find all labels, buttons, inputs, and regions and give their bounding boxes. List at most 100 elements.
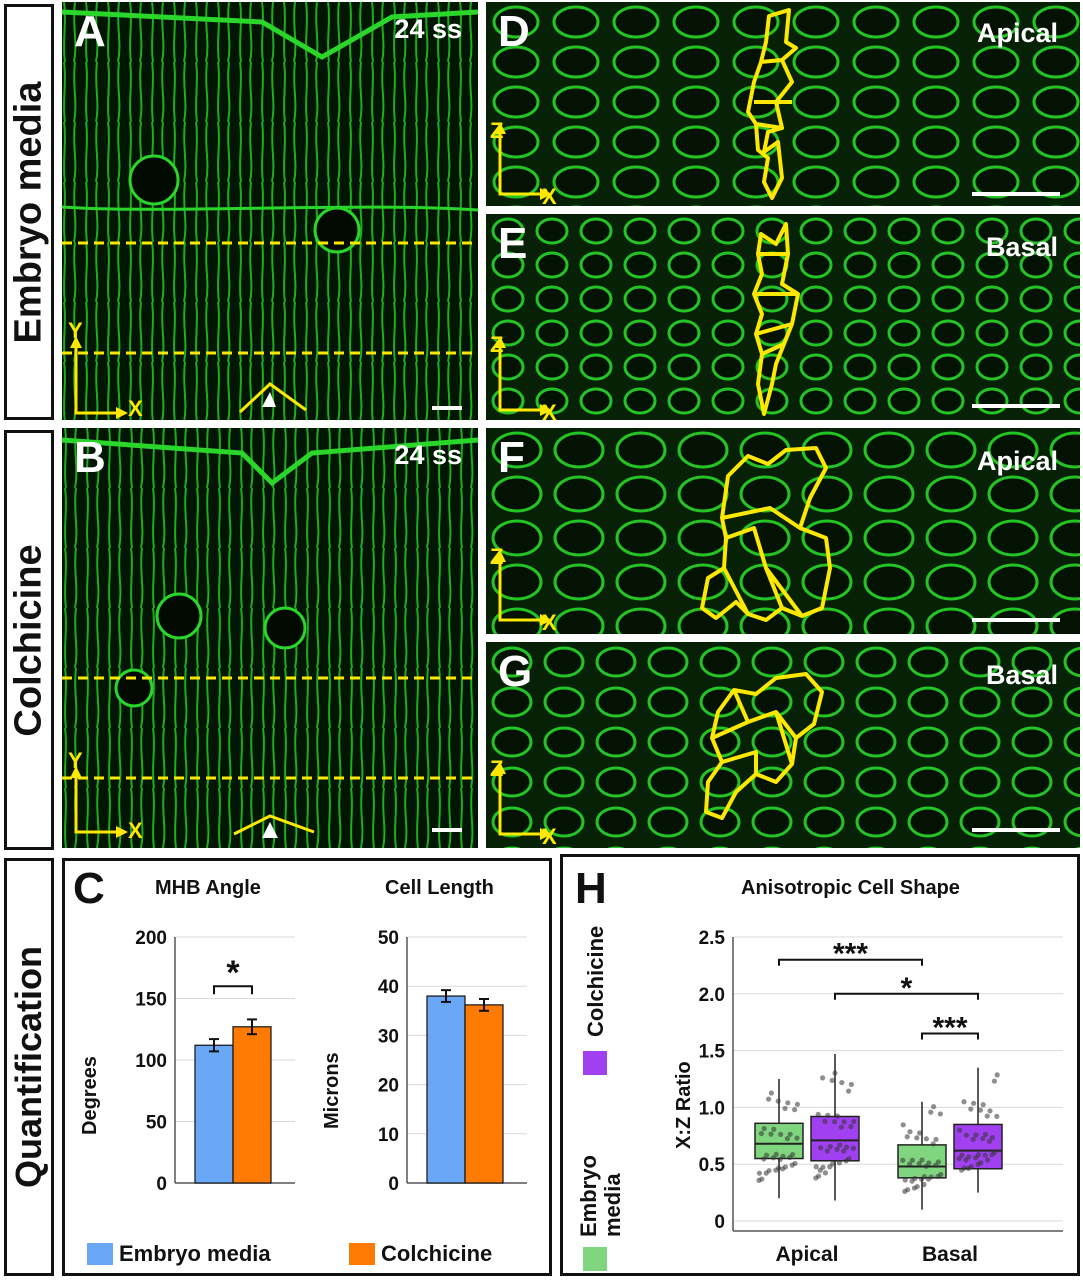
data-point bbox=[768, 1131, 774, 1137]
data-point bbox=[904, 1134, 910, 1140]
y-tick-label: 10 bbox=[378, 1125, 399, 1146]
data-point bbox=[848, 1081, 854, 1088]
data-point bbox=[900, 1122, 906, 1128]
significance-stars: *** bbox=[833, 938, 868, 971]
data-point bbox=[980, 1102, 986, 1108]
row-label-colchicine: Colchicine bbox=[7, 543, 50, 737]
data-point bbox=[846, 1156, 852, 1162]
y-tick-label: 0 bbox=[388, 1174, 399, 1195]
h-legend-colchicine-label: Colchicine bbox=[583, 925, 608, 1037]
data-point bbox=[916, 1161, 922, 1167]
data-point bbox=[987, 1138, 993, 1144]
data-point bbox=[766, 1096, 772, 1102]
data-point bbox=[975, 1152, 981, 1158]
y-tick-label: 150 bbox=[135, 990, 167, 1011]
data-point bbox=[963, 1132, 969, 1138]
data-point bbox=[820, 1164, 826, 1170]
x-category-label: Apical bbox=[775, 1243, 838, 1266]
data-point bbox=[987, 1108, 993, 1114]
significance-bracket bbox=[921, 1032, 979, 1040]
significance-stars: *** bbox=[932, 1012, 967, 1045]
data-point bbox=[771, 1126, 777, 1132]
data-point bbox=[782, 1105, 788, 1112]
data-point bbox=[983, 1131, 989, 1138]
panel-a-scale-bar bbox=[432, 406, 462, 410]
data-point bbox=[984, 1113, 990, 1119]
data-point bbox=[794, 1101, 800, 1107]
bar-colchicine bbox=[464, 1004, 504, 1184]
row-label-embryo-media: Embryo media bbox=[7, 81, 50, 343]
h-legend-embryo-label: Embryo media bbox=[576, 1155, 625, 1237]
data-point bbox=[824, 1148, 830, 1154]
data-point bbox=[909, 1157, 915, 1163]
panel-c-letter: C bbox=[73, 864, 105, 913]
panel-b-scale-bar bbox=[432, 828, 462, 832]
panel-f-axis-x: X bbox=[542, 610, 557, 634]
panel-d-label: Apical bbox=[976, 18, 1058, 48]
panel-e-scale-bar bbox=[972, 404, 1060, 408]
data-point bbox=[756, 1170, 762, 1176]
significance-bracket bbox=[778, 958, 923, 966]
data-point bbox=[982, 1152, 988, 1158]
panel-e-micrograph: E Basal Z X bbox=[486, 214, 1080, 420]
data-point bbox=[825, 1112, 831, 1118]
legend-label-colchicine: Colchicine bbox=[381, 1241, 493, 1266]
y-tick-label: 50 bbox=[378, 928, 399, 949]
panel-g-letter: G bbox=[498, 647, 533, 696]
y-tick-label: 50 bbox=[146, 1113, 167, 1134]
data-point bbox=[766, 1168, 772, 1174]
y-tick-label: 2.0 bbox=[699, 985, 725, 1006]
panel-a-axis-x: X bbox=[128, 396, 143, 420]
panel-e-axis-z: Z bbox=[490, 332, 504, 357]
data-point bbox=[776, 1165, 782, 1171]
panel-g-axis-x: X bbox=[542, 824, 557, 848]
data-point bbox=[841, 1119, 847, 1125]
data-point bbox=[784, 1136, 790, 1142]
y-tick-label: 1.0 bbox=[699, 1098, 725, 1119]
data-point bbox=[846, 1088, 852, 1094]
data-point bbox=[832, 1070, 838, 1076]
data-point bbox=[822, 1118, 828, 1124]
data-point bbox=[851, 1118, 857, 1125]
data-point bbox=[931, 1104, 937, 1110]
data-point bbox=[992, 1149, 998, 1155]
data-point bbox=[836, 1160, 842, 1166]
legend-swatch-colchicine bbox=[349, 1243, 375, 1265]
data-point bbox=[902, 1177, 908, 1183]
data-point bbox=[914, 1183, 920, 1190]
panel-c-charts: 0 50 100 150 200 * 0 10 20 30 40 50 bbox=[135, 928, 527, 1195]
panel-e-image bbox=[486, 214, 1080, 420]
data-point bbox=[773, 1151, 779, 1157]
panel-a-micrograph: A 24 ss Y X bbox=[62, 2, 478, 420]
panel-c-box: C MHB Angle Cell Length Degrees Microns … bbox=[62, 858, 552, 1276]
data-point bbox=[907, 1161, 913, 1167]
y-tick-label: 0.5 bbox=[699, 1155, 726, 1176]
significance-bracket bbox=[213, 985, 253, 995]
y-tick-label: 200 bbox=[135, 928, 167, 949]
data-point bbox=[759, 1176, 765, 1182]
data-point bbox=[830, 1161, 836, 1167]
y-tick-label: 20 bbox=[378, 1076, 399, 1097]
panel-d-axis-z: Z bbox=[490, 118, 504, 143]
data-point bbox=[780, 1153, 786, 1159]
data-point bbox=[971, 1100, 977, 1106]
data-point bbox=[778, 1131, 784, 1137]
data-point bbox=[900, 1157, 906, 1163]
panel-g-micrograph: G Basal Z X bbox=[486, 642, 1080, 848]
data-point bbox=[792, 1160, 798, 1167]
data-point bbox=[926, 1160, 932, 1166]
data-point bbox=[956, 1155, 962, 1162]
data-point bbox=[935, 1159, 941, 1165]
data-point bbox=[937, 1111, 943, 1117]
data-point bbox=[968, 1106, 974, 1112]
panel-f-letter: F bbox=[498, 433, 525, 482]
data-point bbox=[985, 1157, 991, 1163]
row-label-quantification-box: Quantification bbox=[4, 858, 54, 1276]
data-point bbox=[770, 1155, 776, 1161]
data-point bbox=[923, 1136, 929, 1142]
h-legend-colchicine-swatch bbox=[583, 1051, 607, 1075]
data-point bbox=[933, 1136, 939, 1143]
panel-e-letter: E bbox=[498, 219, 528, 268]
data-point bbox=[930, 1141, 936, 1147]
